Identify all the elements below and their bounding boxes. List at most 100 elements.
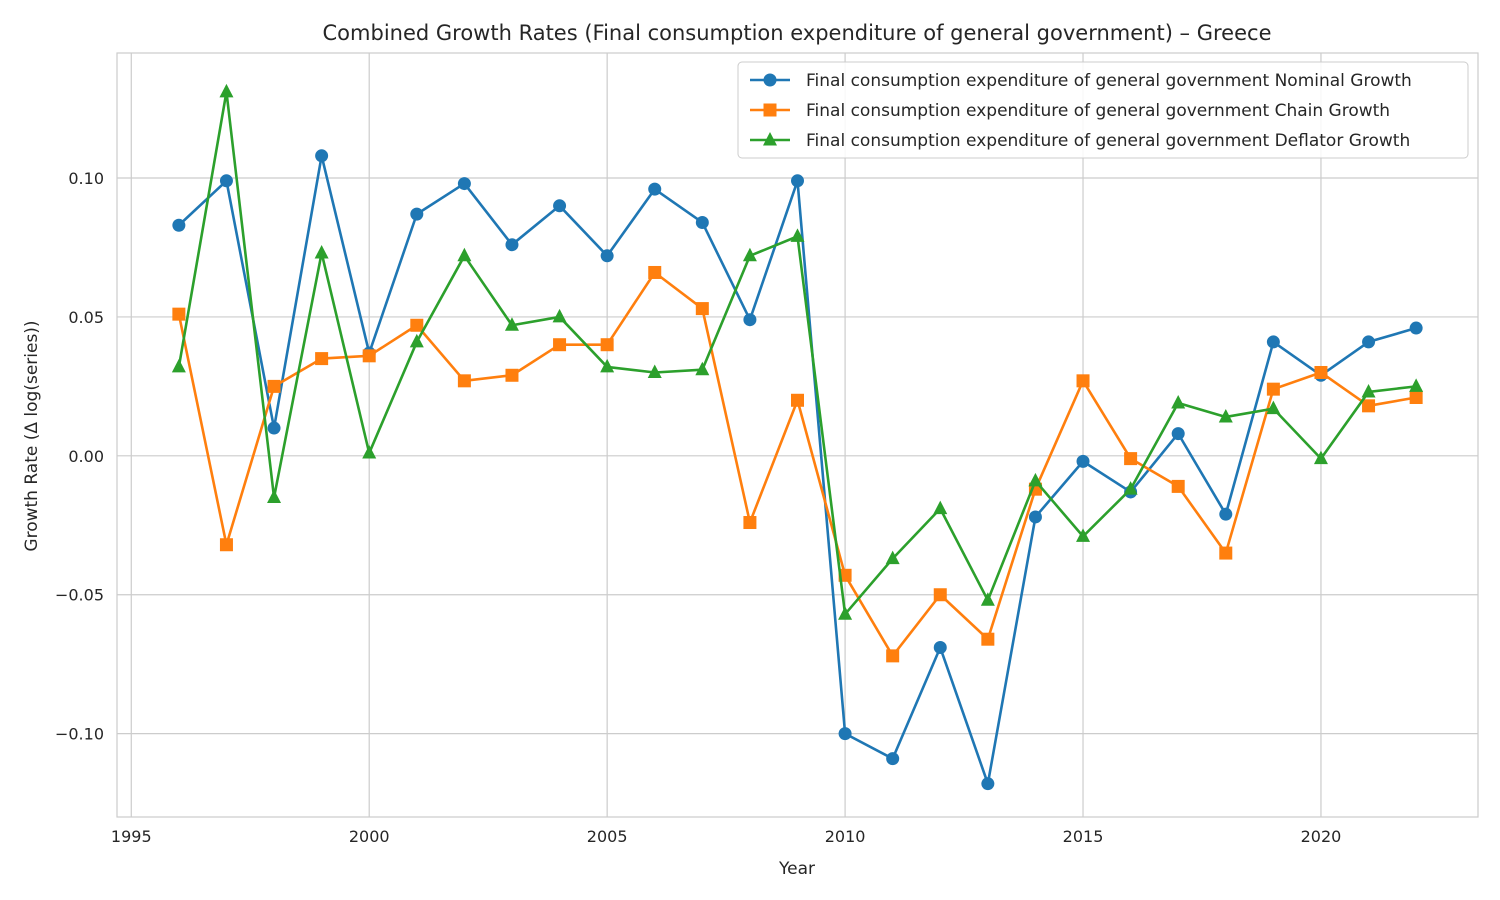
data-point: [1361, 383, 1376, 398]
data-point: [1171, 395, 1186, 409]
data-point: [933, 641, 947, 655]
data-point: [219, 538, 233, 552]
data-point: [553, 338, 567, 352]
x-tick-label: 2010: [825, 827, 866, 846]
data-point: [981, 632, 995, 646]
data-point: [648, 265, 662, 279]
data-point: [457, 247, 472, 262]
legend-item: Final consumption expenditure of general…: [750, 131, 1410, 151]
y-tick-label: −0.05: [55, 586, 104, 605]
data-point: [742, 247, 757, 262]
data-point: [1409, 321, 1423, 335]
data-point: [219, 174, 233, 188]
data-point: [790, 228, 805, 242]
data-point: [980, 592, 995, 606]
data-point: [1409, 390, 1423, 404]
data-point: [172, 218, 186, 232]
y-tick-label: 0.10: [68, 169, 104, 188]
data-point: [553, 199, 567, 213]
data-point: [1314, 365, 1328, 379]
data-point: [1123, 481, 1138, 495]
data-point: [695, 361, 710, 376]
data-point: [219, 83, 234, 98]
data-point: [600, 358, 615, 373]
legend: Final consumption expenditure of general…: [737, 61, 1469, 159]
data-point: [1076, 374, 1090, 388]
data-point: [1028, 472, 1043, 487]
data-point: [1313, 450, 1328, 465]
data-point: [1076, 528, 1091, 542]
data-point: [1409, 378, 1424, 392]
data-point: [1219, 507, 1233, 521]
data-point: [552, 308, 567, 323]
data-point: [1219, 546, 1233, 560]
legend-item: Final consumption expenditure of general…: [750, 71, 1412, 91]
data-point: [695, 215, 709, 229]
legend-marker: [763, 132, 777, 146]
x-tick-label: 2005: [587, 827, 628, 846]
y-axis-ticks: −0.10 −0.05 0.00 0.05 0.10: [55, 169, 104, 744]
series-square: [172, 265, 1423, 663]
legend-label: Final consumption expenditure of general…: [806, 71, 1412, 91]
data-point: [1124, 452, 1138, 466]
data-point: [267, 489, 282, 504]
data-point: [504, 317, 519, 331]
data-point: [267, 379, 281, 393]
plot-frame: [116, 52, 1479, 818]
data-point: [172, 307, 186, 321]
data-point: [838, 727, 852, 741]
data-point: [695, 302, 709, 316]
series-triangle: [171, 83, 1424, 620]
data-point: [362, 445, 377, 459]
data-point: [743, 516, 757, 530]
data-point: [315, 149, 329, 163]
data-point: [1266, 400, 1281, 415]
x-axis-ticks: 1995 2000 2005 2010 2015 2020: [111, 827, 1341, 846]
y-axis-label: Growth Rate (Δ log(series)): [22, 320, 42, 551]
data-point: [791, 174, 804, 188]
data-point: [171, 358, 186, 373]
data-point: [1266, 382, 1280, 396]
data-point: [410, 207, 424, 221]
x-tick-label: 2000: [349, 827, 390, 846]
y-tick-label: −0.10: [55, 725, 104, 744]
data-point: [409, 333, 424, 348]
data-point: [505, 238, 519, 252]
chart-title: Combined Growth Rates (Final consumption…: [323, 21, 1272, 45]
data-point: [886, 752, 900, 766]
series-layer: [171, 83, 1424, 791]
legend-box: [737, 61, 1469, 159]
x-tick-label: 1995: [111, 827, 152, 846]
y-tick-label: 0.05: [68, 308, 104, 327]
data-point: [600, 338, 614, 352]
legend-label: Final consumption expenditure of general…: [806, 101, 1390, 121]
data-point: [743, 313, 757, 327]
data-point: [1218, 408, 1233, 423]
data-point: [505, 368, 519, 382]
data-point: [267, 421, 281, 435]
data-point: [1362, 335, 1376, 349]
data-point: [1266, 335, 1280, 349]
legend-item: Final consumption expenditure of general…: [750, 101, 1390, 121]
data-point: [886, 649, 900, 663]
legend-marker: [763, 73, 777, 87]
data-point: [457, 374, 471, 388]
legend-label: Final consumption expenditure of general…: [806, 131, 1410, 151]
data-point: [791, 393, 804, 407]
series-circle: [172, 149, 1423, 791]
x-tick-label: 2020: [1301, 827, 1342, 846]
data-point: [315, 352, 329, 366]
data-point: [648, 182, 662, 196]
data-point: [600, 249, 614, 263]
data-point: [410, 318, 424, 332]
y-tick-label: 0.00: [68, 447, 104, 466]
data-point: [1028, 510, 1042, 524]
data-point: [1171, 479, 1185, 493]
data-point: [362, 349, 376, 363]
legend-marker: [763, 103, 777, 117]
data-point: [933, 500, 948, 515]
data-point: [457, 177, 471, 191]
data-point: [1171, 427, 1185, 441]
x-tick-label: 2015: [1063, 827, 1104, 846]
